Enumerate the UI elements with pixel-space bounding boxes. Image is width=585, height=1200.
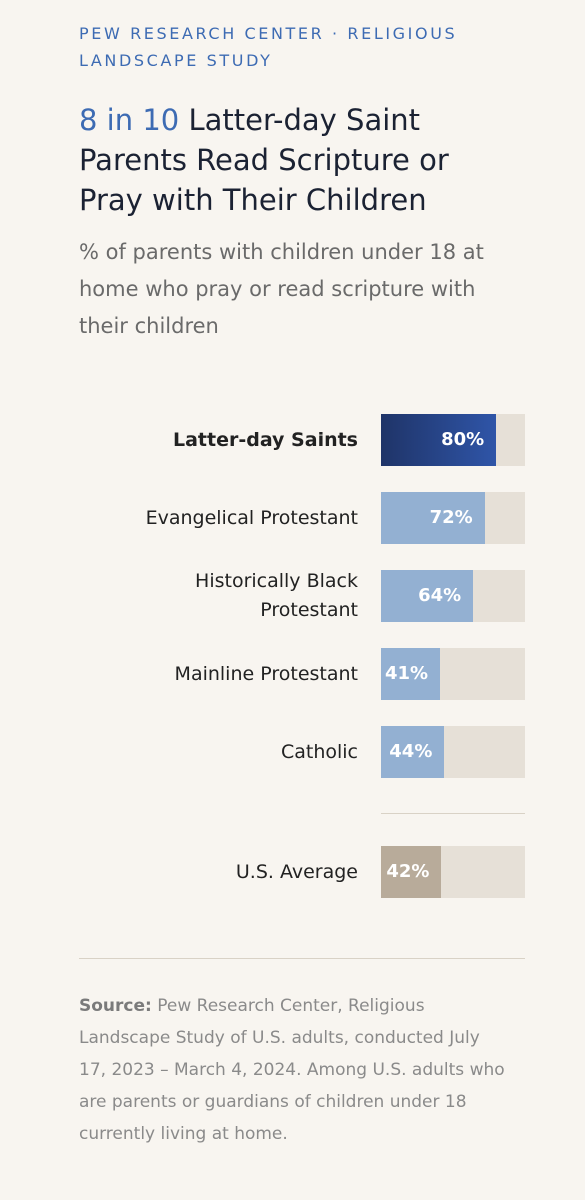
bar <box>381 648 441 700</box>
bar-track: 80% <box>381 414 525 466</box>
bar-track: 72% <box>381 492 525 544</box>
bar <box>381 414 497 466</box>
footer-rule <box>79 958 525 959</box>
value-label: 42% <box>386 861 430 882</box>
bar <box>381 726 445 778</box>
value-label: 80% <box>441 429 485 450</box>
category-label: Mainline Protestant <box>174 662 358 685</box>
value-label: 44% <box>389 741 433 762</box>
title-highlight: 8 in 10 <box>79 103 180 137</box>
source: Source: Pew Research Center, Religious L… <box>79 990 509 1150</box>
bar <box>381 492 485 544</box>
bar-track: 44% <box>381 726 525 778</box>
title-text: Latter-day Saint Parents Read Scripture … <box>79 103 449 217</box>
category-label: U.S. Average <box>235 860 358 883</box>
bar-track: 64% <box>381 570 525 622</box>
bar <box>381 570 474 622</box>
category-label: Historically Black Protestant <box>195 570 358 621</box>
source-label: Source: <box>79 996 152 1016</box>
header: PEW RESEARCH CENTER · RELIGIOUS LANDSCAP… <box>79 24 458 70</box>
category-label: Latter-day Saints <box>172 428 358 451</box>
category-label: Evangelical Protestant <box>145 506 358 529</box>
bar-track: 41% <box>381 648 525 700</box>
bar-track: 42% <box>381 846 525 898</box>
value-label: 41% <box>384 663 429 684</box>
chart-title: 8 in 10 Latter-day Saint Parents Read Sc… <box>79 100 519 220</box>
bar <box>381 846 442 898</box>
subtitle: % of parents with children under 18 at h… <box>79 240 484 338</box>
source-text: Pew Research Center, Religious Landscape… <box>79 996 505 1144</box>
value-label: 72% <box>429 507 473 528</box>
separator <box>381 813 525 814</box>
category-label: Catholic <box>280 740 358 763</box>
value-label: 64% <box>418 585 462 606</box>
